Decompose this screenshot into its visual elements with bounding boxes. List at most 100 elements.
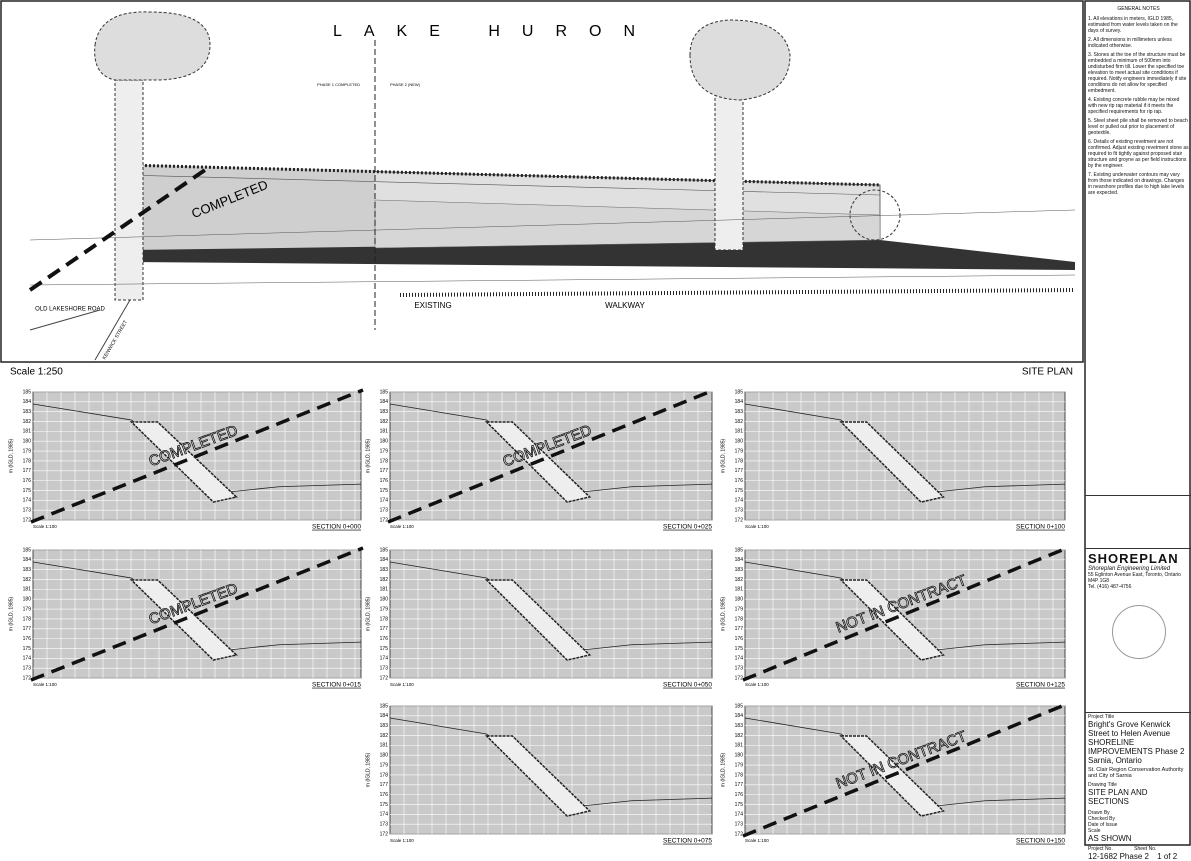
y-tick-label: 185 <box>735 547 744 553</box>
y-tick-label: 176 <box>735 792 744 798</box>
section-label: SECTION 0+150 <box>1016 838 1065 845</box>
road-label: OLD LAKESHORE ROAD <box>35 307 105 313</box>
note: 2. All dimensions in millimeters unless … <box>1088 37 1172 49</box>
y-tick-label: 172 <box>380 517 389 523</box>
y-tick-label: 173 <box>380 665 389 671</box>
title-block-frame <box>1084 0 1191 846</box>
y-tick-label: 185 <box>735 389 744 395</box>
y-tick-label: 184 <box>23 557 32 563</box>
y-tick-label: 183 <box>735 409 744 415</box>
y-tick-label: 182 <box>380 419 389 425</box>
y-axis-label: m (IGLD, 1985) <box>365 752 371 787</box>
y-tick-label: 176 <box>23 478 32 484</box>
y-tick-label: 178 <box>380 772 389 778</box>
y-tick-label: 173 <box>735 821 744 827</box>
y-tick-label: 175 <box>23 488 32 494</box>
y-tick-label: 179 <box>23 606 32 612</box>
y-tick-label: 183 <box>380 567 389 573</box>
y-tick-label: 184 <box>735 713 744 719</box>
lake-label: LAKE HURON <box>333 23 657 40</box>
y-tick-label: 180 <box>380 753 389 759</box>
y-tick-label: 179 <box>735 606 744 612</box>
section-scale: Scale 1:100 <box>745 682 769 687</box>
y-tick-label: 173 <box>380 821 389 827</box>
y-tick-label: 184 <box>735 557 744 563</box>
engineer-stamp <box>1112 605 1166 659</box>
y-tick-label: 174 <box>23 656 32 662</box>
section-scale: Scale 1:100 <box>745 838 769 843</box>
y-tick-label: 173 <box>380 507 389 513</box>
y-tick-label: 175 <box>735 488 744 494</box>
y-tick-label: 182 <box>380 733 389 739</box>
section-label: SECTION 0+000 <box>312 524 361 531</box>
y-tick-label: 185 <box>735 703 744 709</box>
y-tick-label: 182 <box>735 733 744 739</box>
y-tick-label: 185 <box>380 547 389 553</box>
y-tick-label: 172 <box>380 675 389 681</box>
y-tick-label: 177 <box>23 468 32 474</box>
y-tick-label: 181 <box>380 587 389 593</box>
drawn-by: Drawn By <box>1088 810 1110 816</box>
y-axis-label: m (IGLD, 1985) <box>365 596 371 631</box>
general-notes: GENERAL NOTES 1. All elevations in meter… <box>1088 6 1189 199</box>
y-tick-label: 183 <box>735 723 744 729</box>
section-label: SECTION 0+100 <box>1016 524 1065 531</box>
section-scale: Scale 1:100 <box>33 682 57 687</box>
y-tick-label: 181 <box>380 743 389 749</box>
project-block: Project Title Bright's Grove Kenwick Str… <box>1088 714 1189 861</box>
y-axis-label: m (IGLD, 1985) <box>720 752 726 787</box>
y-tick-label: 172 <box>380 831 389 837</box>
y-tick-label: 182 <box>735 577 744 583</box>
y-tick-label: 177 <box>380 626 389 632</box>
y-tick-label: 181 <box>23 429 32 435</box>
plan-scale: Scale 1:250 <box>10 367 63 378</box>
y-tick-label: 177 <box>735 468 744 474</box>
y-tick-label: 178 <box>380 616 389 622</box>
y-tick-label: 176 <box>23 636 32 642</box>
y-tick-label: 184 <box>735 399 744 405</box>
status-line <box>30 388 364 524</box>
y-tick-label: 175 <box>735 646 744 652</box>
logo: SHOREPLAN <box>1088 551 1179 566</box>
y-tick-label: 180 <box>735 753 744 759</box>
y-tick-label: 180 <box>735 597 744 603</box>
y-tick-label: 179 <box>23 448 32 454</box>
y-tick-label: 173 <box>23 507 32 513</box>
y-tick-label: 174 <box>735 498 744 504</box>
section-frame <box>744 391 1066 521</box>
y-tick-label: 184 <box>380 713 389 719</box>
y-tick-label: 176 <box>735 636 744 642</box>
y-tick-label: 185 <box>23 389 32 395</box>
drawing-title-label: Drawing Title <box>1088 782 1117 788</box>
existing-label: EXISTING <box>414 301 451 310</box>
notes-title: GENERAL NOTES <box>1117 6 1160 12</box>
y-tick-label: 177 <box>380 468 389 474</box>
y-tick-label: 176 <box>380 478 389 484</box>
y-tick-label: 181 <box>380 429 389 435</box>
y-tick-label: 180 <box>23 439 32 445</box>
y-tick-label: 176 <box>380 636 389 642</box>
section-label: SECTION 0+025 <box>663 524 712 531</box>
note: 4. Existing concrete rubble may be mixed… <box>1088 97 1180 115</box>
y-tick-label: 181 <box>735 743 744 749</box>
scale: AS SHOWN <box>1088 834 1132 843</box>
checked-by: Checked By <box>1088 816 1115 822</box>
y-tick-label: 184 <box>23 399 32 405</box>
y-tick-label: 172 <box>735 831 744 837</box>
project-title-label: Project Title <box>1088 714 1115 720</box>
client: St. Clair Region Conservation Authority … <box>1088 767 1184 779</box>
notes-list: 1. All elevations in meters, IGLD 1985, … <box>1088 16 1189 196</box>
walkway-label: WALKWAY <box>605 301 645 310</box>
revetment <box>484 579 592 661</box>
y-tick-label: 182 <box>735 419 744 425</box>
y-axis-label: m (IGLD, 1985) <box>8 596 14 631</box>
site-plan-drawing <box>28 11 1076 361</box>
divider <box>1085 712 1191 713</box>
y-axis-label: m (IGLD, 1985) <box>720 438 726 473</box>
y-tick-label: 172 <box>23 517 32 523</box>
section-frame <box>389 705 713 835</box>
y-tick-label: 178 <box>23 458 32 464</box>
y-tick-label: 178 <box>380 458 389 464</box>
y-tick-label: 181 <box>735 587 744 593</box>
